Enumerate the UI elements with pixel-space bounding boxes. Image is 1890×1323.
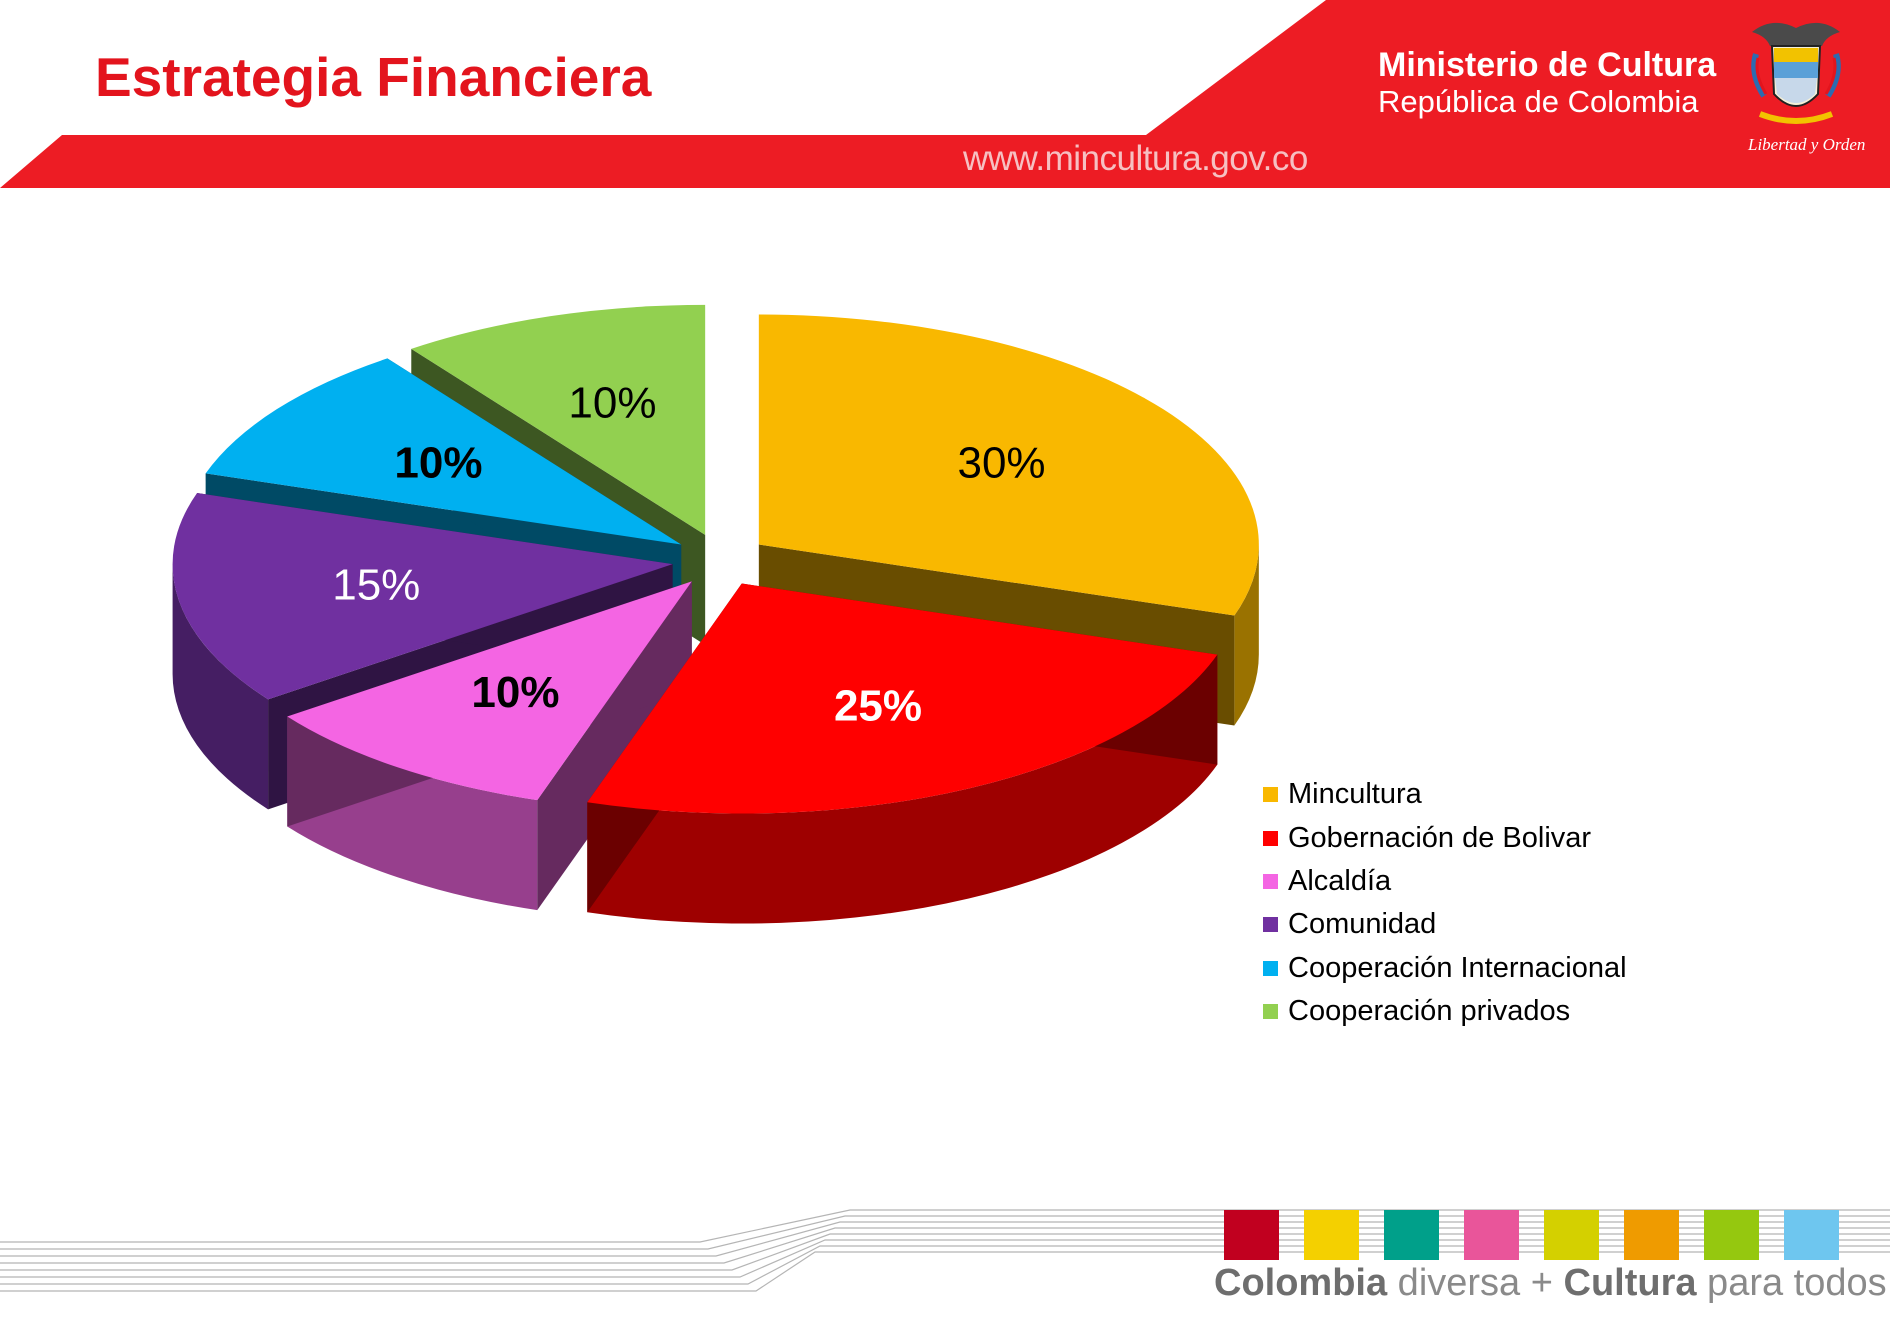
pie-top-mincultura — [758, 314, 1259, 616]
pie-slice-gobernacion-de-bolivar — [587, 583, 1218, 924]
chart-legend: Mincultura Gobernación de Bolivar Alcaldía… — [1263, 773, 1627, 1033]
pie-side-comunidad — [172, 564, 269, 810]
legend-label: Cooperación Internacional — [1288, 951, 1627, 984]
pie-top-alcaldia — [287, 581, 692, 801]
pie-top-gobernacion-de-bolivar — [587, 583, 1218, 814]
slogan-part-cultura: Cultura — [1563, 1262, 1697, 1304]
footer-color-square — [1304, 1210, 1359, 1260]
footer-line — [0, 1209, 1890, 1243]
header-red-band — [0, 0, 1890, 188]
legend-label: Alcaldía — [1288, 864, 1392, 897]
ministry-country: República de Colombia — [1378, 84, 1699, 119]
footer-color-square — [1224, 1210, 1279, 1260]
pie-slice-alcaldia — [287, 581, 692, 911]
data-label-mincultura: 30% — [957, 438, 1045, 487]
footer-color-square — [1624, 1210, 1679, 1260]
slogan-part-colombia: Colombia — [1214, 1262, 1388, 1304]
data-label-alcaldia: 10% — [471, 668, 559, 717]
footer-line — [0, 1221, 1890, 1257]
legend-swatch — [1263, 960, 1278, 976]
pie-top-cooperacion-privados — [411, 304, 706, 535]
legend-item-mincultura: Mincultura — [1263, 773, 1627, 816]
header-banner — [0, 0, 1890, 188]
footer-line — [0, 1227, 1890, 1264]
legend-item-cooperacion-privados: Cooperación privados — [1263, 990, 1627, 1033]
footer-color-square — [1544, 1210, 1599, 1260]
legend-swatch — [1263, 830, 1278, 846]
pie-top-cooperacion-internacional — [205, 358, 682, 545]
legend-item-comunidad: Comunidad — [1263, 903, 1627, 946]
coat-of-arms-icon — [1751, 22, 1841, 124]
footer-color-square — [1384, 1210, 1439, 1260]
footer-color-square — [1464, 1210, 1519, 1260]
data-label-gobernacion-de-bolivar: 25% — [834, 681, 922, 730]
footer-line — [0, 1215, 1890, 1250]
footer-decoration — [0, 1209, 1890, 1292]
legend-label: Comunidad — [1288, 908, 1437, 941]
page-title: Estrategia Financiera — [95, 46, 652, 108]
slogan-part-para-todos: para todos — [1696, 1262, 1887, 1304]
pie-side-mincultura — [1234, 544, 1259, 726]
footer-line — [0, 1233, 1890, 1271]
data-label-cooperacion-privados: 10% — [568, 379, 656, 428]
website-link[interactable]: www.mincultura.gov.co — [963, 139, 1308, 178]
slogan-part-diversa: diversa + — [1387, 1262, 1564, 1304]
legend-label: Cooperación privados — [1288, 995, 1571, 1028]
legend-swatch — [1263, 873, 1278, 889]
pie-top-comunidad — [172, 493, 673, 700]
footer-color-square — [1784, 1210, 1839, 1260]
data-label-cooperacion-internacional: 10% — [394, 438, 482, 487]
ministry-name: Ministerio de Cultura — [1378, 46, 1717, 84]
footer-slogan: Colombia diversa + Cultura para todos — [1214, 1262, 1887, 1305]
data-label-comunidad: 15% — [332, 561, 420, 610]
legend-swatch — [1263, 1004, 1278, 1020]
footer-color-square — [1704, 1210, 1759, 1260]
motto-text: Libertad y Orden — [1748, 135, 1866, 154]
legend-label: Gobernación de Bolivar — [1288, 821, 1592, 854]
legend-item-cooperacion-internacional: Cooperación Internacional — [1263, 947, 1627, 990]
legend-item-alcaldia: Alcaldía — [1263, 860, 1627, 903]
legend-swatch — [1263, 917, 1278, 933]
pie-side-gobernacion-de-bolivar — [587, 654, 1218, 924]
legend-swatch — [1263, 787, 1278, 803]
legend-item-gobernacion-de-bolivar: Gobernación de Bolivar — [1263, 816, 1627, 859]
legend-label: Mincultura — [1288, 778, 1422, 811]
